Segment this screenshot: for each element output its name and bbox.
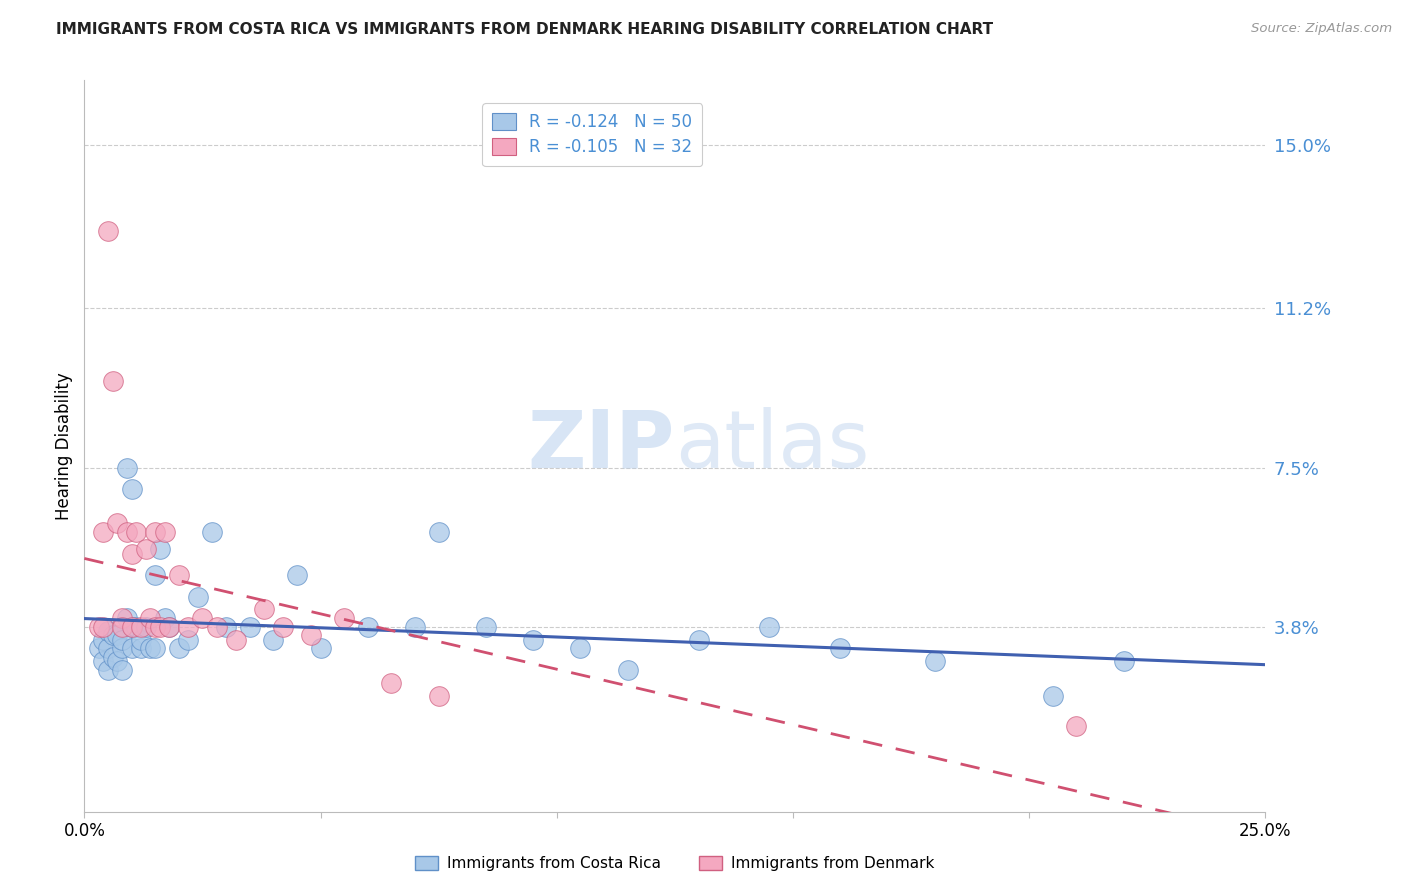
Point	[225, 632, 247, 647]
Point	[143, 568, 166, 582]
Point	[262, 632, 284, 647]
Point	[191, 611, 214, 625]
Point	[167, 568, 190, 582]
Point	[121, 547, 143, 561]
Point	[139, 611, 162, 625]
Point	[153, 611, 176, 625]
Text: ZIP: ZIP	[527, 407, 675, 485]
Point	[97, 224, 120, 238]
Legend: Immigrants from Costa Rica, Immigrants from Denmark: Immigrants from Costa Rica, Immigrants f…	[409, 850, 941, 877]
Point	[111, 632, 134, 647]
Point	[271, 620, 294, 634]
Point	[830, 641, 852, 656]
Point	[125, 524, 148, 539]
Point	[107, 516, 129, 531]
Point	[167, 641, 190, 656]
Point	[101, 649, 124, 664]
Point	[111, 663, 134, 677]
Point	[427, 689, 450, 703]
Point	[101, 628, 124, 642]
Point	[111, 620, 134, 634]
Text: IMMIGRANTS FROM COSTA RICA VS IMMIGRANTS FROM DENMARK HEARING DISABILITY CORRELA: IMMIGRANTS FROM COSTA RICA VS IMMIGRANTS…	[56, 22, 994, 37]
Point	[87, 641, 110, 656]
Point	[87, 620, 110, 634]
Point	[522, 632, 544, 647]
Point	[129, 620, 152, 634]
Point	[924, 654, 946, 668]
Point	[157, 620, 180, 634]
Text: atlas: atlas	[675, 407, 869, 485]
Point	[107, 628, 129, 642]
Point	[91, 632, 114, 647]
Point	[115, 460, 138, 475]
Point	[91, 654, 114, 668]
Point	[149, 620, 172, 634]
Point	[135, 542, 157, 557]
Point	[121, 482, 143, 496]
Point	[121, 620, 143, 634]
Point	[139, 641, 162, 656]
Point	[157, 620, 180, 634]
Point	[177, 632, 200, 647]
Point	[333, 611, 356, 625]
Point	[205, 620, 228, 634]
Y-axis label: Hearing Disability: Hearing Disability	[55, 372, 73, 520]
Point	[115, 524, 138, 539]
Point	[285, 568, 308, 582]
Point	[135, 620, 157, 634]
Point	[475, 620, 498, 634]
Point	[91, 620, 114, 634]
Point	[101, 375, 124, 389]
Point	[253, 602, 276, 616]
Point	[143, 641, 166, 656]
Point	[111, 641, 134, 656]
Point	[427, 524, 450, 539]
Point	[97, 663, 120, 677]
Point	[111, 611, 134, 625]
Point	[125, 620, 148, 634]
Point	[201, 524, 224, 539]
Point	[380, 675, 402, 690]
Point	[121, 641, 143, 656]
Point	[149, 542, 172, 557]
Point	[616, 663, 638, 677]
Point	[177, 620, 200, 634]
Point	[357, 620, 380, 634]
Point	[143, 620, 166, 634]
Point	[758, 620, 780, 634]
Point	[187, 590, 209, 604]
Point	[215, 620, 238, 634]
Point	[404, 620, 426, 634]
Point	[97, 641, 120, 656]
Point	[97, 624, 120, 638]
Point	[1042, 689, 1064, 703]
Point	[143, 524, 166, 539]
Point	[107, 654, 129, 668]
Point	[115, 611, 138, 625]
Point	[91, 524, 114, 539]
Point	[239, 620, 262, 634]
Point	[688, 632, 710, 647]
Point	[121, 620, 143, 634]
Point	[569, 641, 592, 656]
Text: Source: ZipAtlas.com: Source: ZipAtlas.com	[1251, 22, 1392, 36]
Point	[153, 524, 176, 539]
Point	[1066, 719, 1088, 733]
Point	[299, 628, 322, 642]
Point	[129, 641, 152, 656]
Point	[1112, 654, 1135, 668]
Point	[129, 632, 152, 647]
Point	[309, 641, 332, 656]
